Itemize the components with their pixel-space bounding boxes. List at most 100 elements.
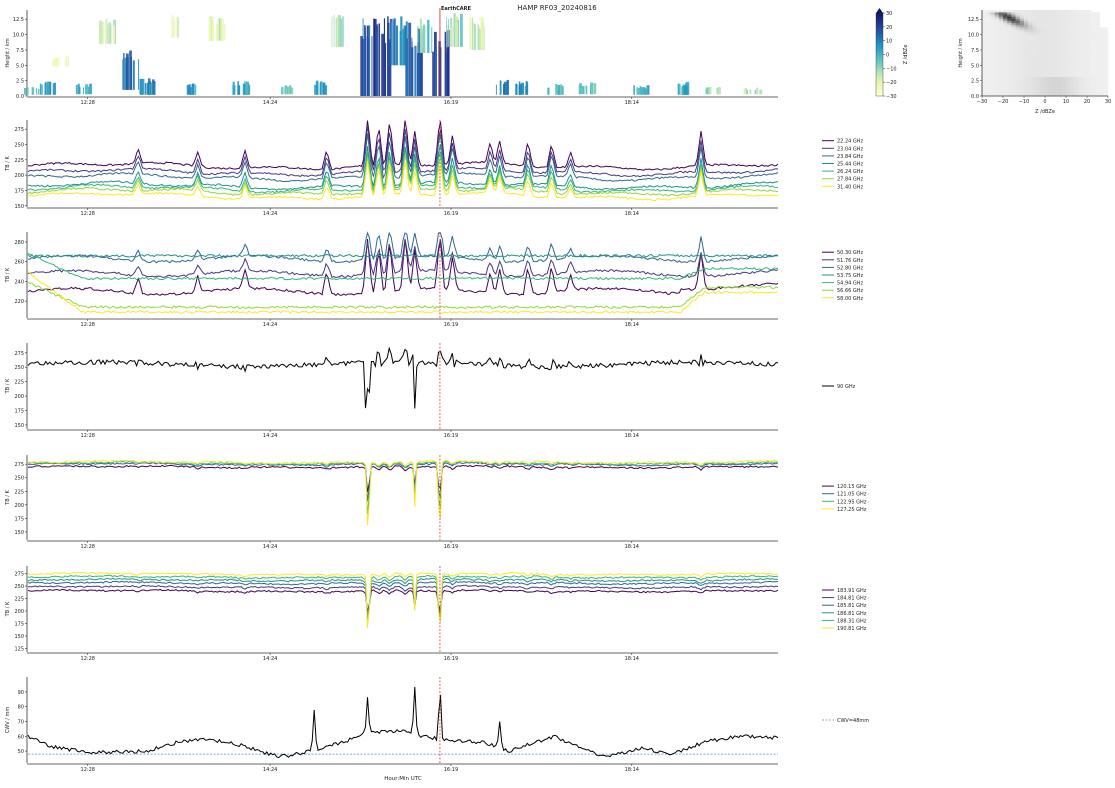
radar-echo — [472, 22, 475, 50]
cfad-cell — [1066, 72, 1071, 75]
cfad-cell — [1057, 83, 1062, 86]
radar-echo — [331, 16, 333, 47]
cfad-cell — [986, 91, 991, 95]
cfad-cell — [1040, 89, 1046, 92]
cfad-cell — [1019, 22, 1025, 26]
colorbar — [875, 12, 884, 97]
cfad-cell — [1091, 25, 1096, 28]
cfad-cell — [1015, 29, 1020, 32]
cfad-cell — [1015, 14, 1020, 17]
cfad-cell — [1091, 40, 1096, 43]
cfad-cell — [1024, 68, 1029, 71]
cfad-cell — [994, 72, 999, 75]
cfad-cell — [1040, 83, 1046, 86]
cfad-cell — [1003, 46, 1008, 49]
cfad-cell — [982, 78, 987, 82]
cfad-cell — [994, 80, 999, 84]
cfad-cell — [1015, 89, 1020, 92]
cfad-cell — [1036, 63, 1041, 67]
cfad-y-tick-label: 10.0 — [968, 33, 979, 39]
cfad-cell — [1066, 83, 1071, 86]
cfad-cell — [1095, 70, 1100, 73]
cfad-cell — [1040, 93, 1046, 97]
cfad-cell — [1003, 93, 1008, 97]
cfad-cell — [1066, 50, 1071, 54]
cfad-cell — [1011, 78, 1016, 82]
cfad-cell — [982, 29, 987, 32]
cfad-cell — [1024, 12, 1029, 15]
cfad-cell — [1011, 50, 1016, 54]
cfad-cell — [1028, 89, 1033, 92]
cfad-cell — [1007, 40, 1012, 43]
radar-echo — [421, 28, 423, 53]
cfad-cell — [1103, 53, 1109, 56]
cfad-cell — [1036, 35, 1041, 39]
cfad-cell — [1011, 53, 1016, 56]
cfad-cell — [982, 46, 987, 49]
cfad-cell — [1078, 20, 1083, 24]
cfad-cell — [1087, 40, 1092, 43]
radar-echo — [208, 17, 212, 41]
cfad-cell — [1053, 85, 1058, 88]
cfad-cell — [1078, 44, 1083, 47]
radar-echo — [593, 83, 597, 95]
cfad-cell — [1024, 18, 1029, 21]
cfad-cell — [1082, 48, 1088, 52]
wband-y-tick-label: 150 — [14, 423, 24, 429]
cfad-cell — [1095, 74, 1100, 77]
cfad-cell — [1103, 44, 1109, 47]
cfad-cell — [1019, 46, 1025, 49]
cfad-cell — [1061, 40, 1067, 43]
cfad-cell — [986, 50, 991, 54]
cfad-cell — [1036, 37, 1041, 41]
cfad-cell — [1095, 72, 1100, 75]
cfad-cell — [986, 29, 991, 32]
cfad-cell — [1095, 76, 1100, 79]
cfad-cell — [1040, 22, 1046, 26]
cfad-cell — [998, 10, 1004, 13]
cfad-cell — [1019, 48, 1025, 52]
cfad-cell — [1082, 70, 1088, 73]
cfad-cell — [1036, 65, 1041, 69]
cfad-cell — [1045, 85, 1050, 88]
cfad-cell — [990, 68, 995, 71]
cfad-cell — [1061, 48, 1067, 52]
cfad-cell — [1028, 29, 1033, 32]
cfad-cell — [1049, 72, 1054, 75]
cfad-cell — [1070, 16, 1075, 19]
cfad-cell — [1019, 76, 1025, 79]
cfad-cell — [1032, 65, 1037, 69]
cfad-cell — [998, 65, 1004, 69]
cfad-cell — [1036, 76, 1041, 79]
cfad-cell — [1082, 22, 1088, 26]
cfad-cell — [1099, 37, 1104, 41]
cfad-cell — [1078, 63, 1083, 67]
cfad-cell — [1087, 25, 1092, 28]
cfad-cell — [1091, 16, 1096, 19]
cfad-cell — [1045, 31, 1050, 34]
radar-echo — [419, 18, 422, 53]
cfad-cell — [1024, 93, 1029, 97]
cfad-cell — [998, 74, 1004, 77]
cfad-cell — [994, 89, 999, 92]
cfad-cell — [986, 48, 991, 52]
cfad-cell — [1028, 72, 1033, 75]
cfad-cell — [1078, 74, 1083, 77]
cfad-cell — [1070, 46, 1075, 49]
cfad-cell — [990, 12, 995, 15]
kband-legend-label: 23.04 GHz — [837, 146, 864, 152]
cfad-cell — [1032, 57, 1037, 60]
cfad-cell — [1019, 27, 1025, 30]
cfad-cell — [998, 55, 1004, 58]
cfad-cell — [1045, 37, 1050, 41]
cfad-cell — [990, 46, 995, 49]
colorbar-tick-label: 20 — [886, 25, 892, 31]
cfad-cell — [1011, 29, 1016, 32]
cfad-cell — [1082, 16, 1088, 19]
cfad-cell — [998, 85, 1004, 88]
cfad-cell — [994, 20, 999, 24]
cfad-cell — [1057, 29, 1062, 32]
radar-echo — [637, 88, 641, 95]
cfad-cell — [1024, 33, 1029, 36]
